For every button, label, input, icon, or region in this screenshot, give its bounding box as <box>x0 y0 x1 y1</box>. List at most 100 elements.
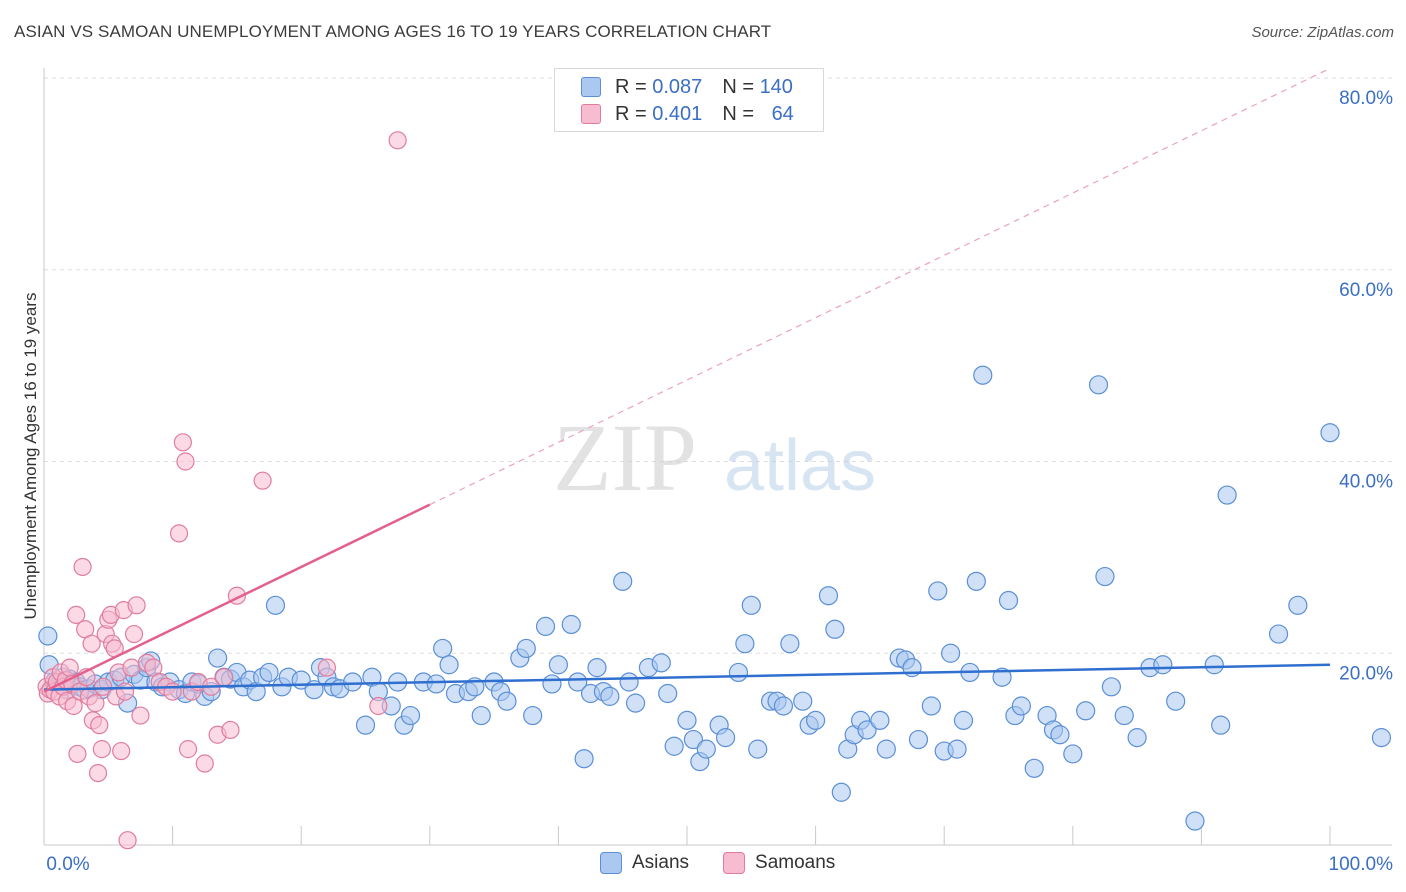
asian-point <box>748 739 768 759</box>
asian-point <box>587 658 607 678</box>
asian-point <box>439 655 459 675</box>
samoan-point <box>214 668 234 687</box>
samoan-point <box>82 634 101 653</box>
samoan-point <box>67 605 86 625</box>
asian-point <box>793 691 813 711</box>
samoan-point <box>68 744 87 764</box>
asian-point <box>426 674 446 694</box>
samoan-point <box>73 557 92 577</box>
samoan-point <box>115 682 135 701</box>
asian-point <box>953 710 974 730</box>
asian-point <box>1024 758 1044 778</box>
samoan-trend-extension <box>429 67 1331 506</box>
asian-point <box>1320 423 1340 443</box>
watermark-zip: ZIP <box>553 404 697 511</box>
legend-item-asians[interactable]: Asians <box>600 852 689 874</box>
asian-point <box>677 710 697 730</box>
samoan-point <box>60 658 79 677</box>
samoan-point <box>112 741 131 761</box>
asian-point <box>400 705 421 726</box>
asian-point <box>992 667 1012 687</box>
asian-point <box>523 705 543 726</box>
asian-point <box>265 595 286 615</box>
samoans-legend-swatch <box>723 852 746 874</box>
samoan-point <box>127 596 146 615</box>
series-legend: Asians Samoans <box>600 852 869 874</box>
samoan-point <box>369 696 388 716</box>
samoan-point <box>90 716 109 735</box>
asian-trend-line <box>43 663 1331 691</box>
asian-point <box>651 653 671 673</box>
x-tick-label: 0.0% <box>46 854 89 875</box>
asian-point <box>973 365 993 385</box>
asians-n-value: 140 <box>759 75 793 98</box>
y-axis-title: Unemployment Among Ages 16 to 19 years <box>21 293 40 620</box>
samoan-point <box>176 452 195 471</box>
asians-swatch <box>581 77 601 97</box>
samoan-point <box>86 694 105 713</box>
legend-row-samoans: R = 0.401 N = 64 <box>581 102 794 126</box>
asian-point <box>1011 696 1031 716</box>
samoan-point <box>124 624 144 644</box>
y-tick-label: 60.0% <box>1339 280 1393 301</box>
samoans-legend-label: Samoans <box>755 852 836 873</box>
samoans-swatch <box>581 104 601 124</box>
asian-point <box>613 571 633 591</box>
asian-point <box>1211 715 1231 735</box>
asian-point <box>1127 728 1147 748</box>
asians-legend-label: Asians <box>632 852 690 873</box>
samoan-point <box>178 740 198 759</box>
asian-point <box>38 626 58 646</box>
asian-point <box>1288 595 1308 615</box>
samoan-point <box>94 677 113 696</box>
n-label: N = <box>722 102 754 125</box>
asian-point <box>1088 375 1109 395</box>
asian-point <box>1204 655 1224 675</box>
asian-point <box>355 715 376 735</box>
asian-point <box>1050 725 1070 745</box>
legend-row-asians: R = 0.087 N = 140 <box>581 75 793 99</box>
asian-point <box>343 672 363 692</box>
asian-point <box>1063 744 1083 764</box>
samoan-point <box>388 131 407 150</box>
asian-point <box>1185 811 1205 831</box>
samoan-point <box>92 740 111 759</box>
asian-point <box>825 619 845 639</box>
samoan-point <box>195 754 214 773</box>
asian-point <box>433 638 453 659</box>
x-tick-label: 100.0% <box>1329 854 1394 875</box>
chart-title: ASIAN VS SAMOAN UNEMPLOYMENT AMONG AGES … <box>14 22 772 41</box>
r-label: R = <box>615 75 647 98</box>
y-tick-label: 80.0% <box>1339 88 1393 109</box>
asian-point <box>548 655 569 675</box>
asian-point <box>1166 691 1186 711</box>
asian-point <box>683 729 704 750</box>
samoan-point <box>163 682 182 701</box>
asian-point <box>1371 728 1392 748</box>
asian-point <box>535 616 556 637</box>
asian-point <box>1268 624 1289 644</box>
samoans-n-value: 64 <box>771 102 794 125</box>
asian-point <box>658 683 678 704</box>
asian-point <box>471 705 491 726</box>
asian-point <box>998 590 1019 611</box>
samoan-point <box>173 433 192 452</box>
asian-point <box>876 739 896 759</box>
asian-point <box>831 782 851 802</box>
asian-point <box>497 691 517 711</box>
asian-point <box>728 662 749 683</box>
watermark-atlas: atlas <box>724 426 876 506</box>
n-label: N = <box>722 75 754 98</box>
asian-point <box>1095 566 1115 587</box>
samoan-point <box>131 706 150 725</box>
asian-point <box>1076 701 1096 721</box>
asian-point <box>1153 655 1173 675</box>
asian-point <box>1114 705 1134 726</box>
legend-item-samoans[interactable]: Samoans <box>723 852 835 874</box>
asian-point <box>805 710 826 730</box>
asian-point <box>625 693 646 713</box>
asian-point <box>696 739 716 759</box>
samoan-point <box>169 524 189 543</box>
asian-point <box>773 696 794 716</box>
